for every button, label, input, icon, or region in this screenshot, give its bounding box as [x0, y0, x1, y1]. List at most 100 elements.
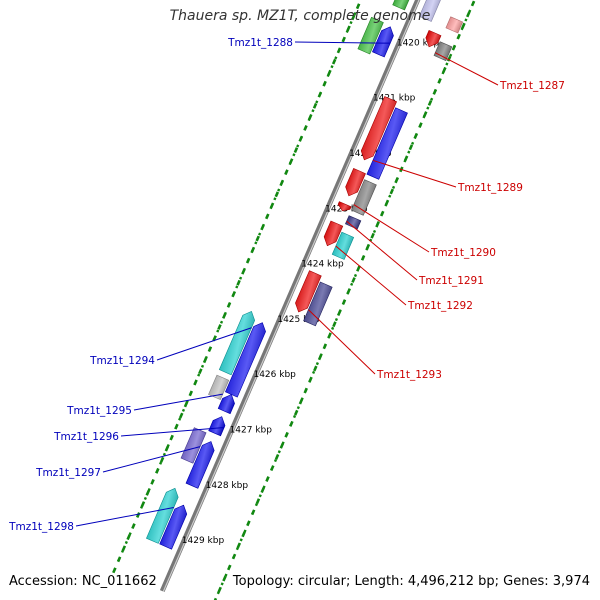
gene-feature-15: [295, 270, 322, 313]
tick-mark: [427, 100, 433, 106]
tick-mark: [217, 324, 222, 330]
tick-mark: [178, 412, 184, 419]
gene-label-Tmz1t_1291: Tmz1t_1291: [418, 275, 484, 287]
tick-mark: [360, 254, 366, 261]
tick-mark: [327, 332, 332, 339]
tick-mark: [403, 155, 409, 162]
tick-mark: [150, 478, 155, 485]
leader-line: [156, 327, 252, 361]
tick-mark: [265, 476, 270, 482]
tick-mark: [246, 520, 251, 527]
gene-label-Tmz1t_1287: Tmz1t_1287: [499, 80, 565, 92]
scale-label-1428: 1428 kbp: [206, 481, 249, 491]
tick-mark: [293, 409, 299, 416]
tick-mark: [217, 586, 222, 593]
tick-mark: [131, 523, 136, 530]
tick-mark: [303, 125, 308, 131]
tick-mark: [355, 3, 361, 10]
scale-label-1421: 1421 kbp: [373, 94, 416, 104]
tick-mark: [188, 390, 194, 397]
gene-feature-9: [345, 168, 366, 197]
tick-mark: [169, 434, 174, 441]
tick-mark: [198, 368, 203, 375]
tick-mark: [183, 401, 189, 408]
tick-mark: [140, 501, 146, 507]
tick-mark: [384, 199, 390, 206]
tick-mark: [437, 77, 442, 84]
tick-mark: [121, 545, 127, 552]
tick-mark: [207, 346, 213, 353]
leader-line: [102, 446, 201, 473]
tick-mark: [279, 180, 284, 187]
tick-mark: [250, 246, 256, 253]
gene-feature-12: [345, 215, 362, 230]
leader-line: [434, 52, 499, 86]
tick-mark: [227, 564, 232, 571]
scale-label-1420: 1420 kbp: [397, 38, 440, 48]
gene-feature-14: [331, 231, 355, 260]
tick-mark: [279, 442, 285, 449]
tick-mark: [260, 487, 265, 494]
genome-summary: Topology: circular; Length: 4,496,212 bp…: [232, 574, 590, 589]
gene-feature-2: [392, 0, 410, 11]
leader-line: [133, 393, 223, 411]
genome-backbone-highlight: [162, 0, 420, 592]
tick-mark: [245, 257, 251, 264]
tick-mark: [322, 80, 327, 87]
scale-label-1429: 1429 kbp: [182, 536, 225, 546]
gene-feature-17: [218, 310, 256, 376]
leader-line: [372, 159, 457, 188]
tick-mark: [418, 122, 423, 129]
tick-mark: [312, 102, 318, 109]
gene-feature-16: [303, 281, 333, 327]
tick-mark: [212, 335, 217, 341]
tick-mark: [222, 575, 227, 582]
tick-mark: [327, 69, 332, 76]
tick-mark: [112, 567, 117, 574]
gene-feature-24: [146, 487, 179, 544]
gene-feature-25: [159, 504, 188, 550]
gene-feature-11: [337, 201, 352, 212]
tick-mark: [365, 243, 371, 250]
gene-feature-1: [418, 0, 441, 22]
scale-label-1425: 1425 kbp: [277, 315, 320, 325]
gene-feature-0: [445, 16, 464, 34]
tick-mark: [451, 44, 457, 51]
tick-mark: [145, 490, 150, 496]
tick-mark: [308, 376, 313, 383]
gene-label-Tmz1t_1289: Tmz1t_1289: [457, 182, 523, 194]
tick-mark: [265, 213, 270, 220]
tick-mark: [236, 279, 241, 286]
tick-mark: [226, 302, 232, 308]
tick-mark: [356, 266, 361, 272]
gene-feature-22: [180, 427, 207, 464]
leader-line: [120, 427, 225, 437]
tick-mark: [303, 387, 308, 394]
tick-mark: [394, 177, 399, 184]
gene-label-Tmz1t_1292: Tmz1t_1292: [407, 300, 473, 312]
tick-mark: [274, 454, 280, 460]
tick-mark: [331, 58, 337, 65]
tick-mark: [413, 133, 418, 140]
tick-mark: [174, 423, 179, 430]
tick-mark: [159, 456, 165, 463]
tick-mark: [126, 534, 131, 541]
scale-label-1426: 1426 kbp: [253, 370, 296, 380]
tick-mark: [341, 36, 346, 43]
tick-mark: [135, 512, 141, 518]
gene-feature-7: [360, 96, 397, 161]
tick-mark: [116, 556, 122, 563]
tick-mark: [346, 25, 351, 32]
tick-mark: [456, 33, 461, 40]
tick-mark: [293, 147, 299, 153]
tick-mark: [255, 235, 260, 242]
gene-feature-5: [357, 16, 384, 55]
gene-label-Tmz1t_1297: Tmz1t_1297: [35, 467, 101, 479]
tick-mark: [236, 542, 242, 549]
tick-mark: [351, 277, 356, 283]
gene-feature-4: [433, 41, 453, 62]
tick-mark: [446, 55, 452, 62]
tick-rail-right: [113, 0, 363, 571]
tick-mark: [423, 111, 428, 117]
